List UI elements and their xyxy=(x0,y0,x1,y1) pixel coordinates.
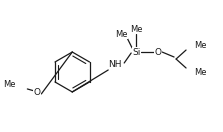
Text: Si: Si xyxy=(132,48,140,56)
Text: O: O xyxy=(155,48,162,56)
Text: Me: Me xyxy=(115,30,127,39)
Text: Me: Me xyxy=(130,25,142,34)
Text: Me: Me xyxy=(3,81,15,89)
Text: O: O xyxy=(34,88,41,97)
Text: Me: Me xyxy=(194,69,206,77)
Text: NH: NH xyxy=(108,60,122,69)
Text: Me: Me xyxy=(194,41,206,50)
